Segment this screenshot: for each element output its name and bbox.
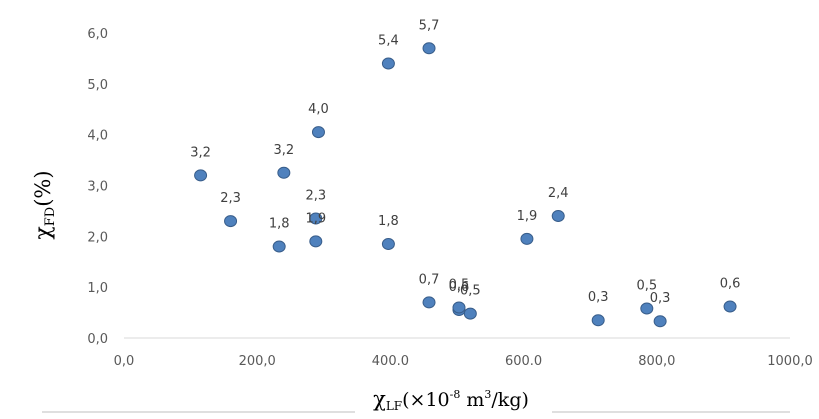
data-point xyxy=(224,215,238,228)
y-tick-label: 2,0 xyxy=(87,230,108,245)
data-label: 0,5 xyxy=(636,279,657,294)
data-label: 3,2 xyxy=(190,145,211,160)
x-axis-unit-main: m xyxy=(460,389,484,411)
x-tick-label: 0,0 xyxy=(114,354,135,369)
data-point xyxy=(194,169,208,182)
data-labels: 3,22,31,83,22,31,94,01,85,45,70,70,60,50… xyxy=(190,18,740,306)
data-points xyxy=(194,42,737,328)
x-tick-labels: 0,0 200,0 400.0 600.0 800,0 1000,0 xyxy=(114,354,813,369)
data-label: 5,4 xyxy=(378,34,399,49)
data-label: 0,5 xyxy=(449,278,470,293)
y-axis-suffix: (%) xyxy=(31,170,55,206)
x-tick-label: 400.0 xyxy=(372,354,409,369)
data-point xyxy=(422,296,436,309)
x-axis-title: χLF(×10-8 m3/kg) xyxy=(373,387,529,413)
data-point xyxy=(551,210,565,222)
data-point xyxy=(640,302,654,315)
data-point xyxy=(309,212,323,225)
data-label: 3,2 xyxy=(273,143,294,158)
y-axis-symbol: χ xyxy=(31,226,56,239)
data-label: 0,5 xyxy=(460,284,481,299)
x-axis-subscript: LF xyxy=(386,399,402,413)
y-tick-label: 1,0 xyxy=(87,281,108,296)
data-point xyxy=(272,240,286,253)
data-label: 1,8 xyxy=(378,214,399,229)
data-label: 0,6 xyxy=(449,280,470,295)
y-axis-title: χFD(%) xyxy=(31,170,58,239)
x-tick-label: 800,0 xyxy=(638,354,675,369)
data-label: 2,3 xyxy=(220,191,241,206)
data-label: 0,7 xyxy=(419,272,440,287)
y-tick-label: 6,0 xyxy=(87,27,108,42)
x-axis-prefix: (×10 xyxy=(402,389,450,411)
y-tick-label: 4,0 xyxy=(87,129,108,144)
data-point xyxy=(452,301,466,314)
data-point xyxy=(277,166,291,179)
data-label: 4,0 xyxy=(308,102,329,117)
data-label: 1,8 xyxy=(269,217,290,232)
data-point xyxy=(653,315,667,328)
x-axis-exponent: -8 xyxy=(450,388,461,401)
data-point xyxy=(723,300,737,313)
data-point xyxy=(381,57,395,70)
data-label: 1,9 xyxy=(305,211,326,226)
y-axis-subscript: FD xyxy=(43,207,58,226)
data-point xyxy=(311,126,325,139)
data-label: 2,3 xyxy=(305,189,326,204)
data-point xyxy=(309,235,323,248)
data-label: 0,6 xyxy=(720,276,741,291)
y-tick-label: 3,0 xyxy=(87,180,108,195)
data-label: 1,9 xyxy=(517,209,538,224)
data-label: 2,4 xyxy=(548,186,569,201)
data-point xyxy=(422,42,436,55)
data-point xyxy=(381,237,395,250)
data-label: 0,3 xyxy=(588,290,609,305)
y-tick-label: 5,0 xyxy=(87,78,108,93)
x-tick-label: 600.0 xyxy=(505,354,542,369)
y-tick-labels: 0,0 1,0 2,0 3,0 4,0 5,0 6,0 xyxy=(87,27,108,347)
data-label: 0,3 xyxy=(650,291,671,306)
data-point xyxy=(591,314,605,327)
x-tick-label: 200,0 xyxy=(239,354,276,369)
data-point xyxy=(520,232,534,245)
y-tick-label: 0,0 xyxy=(87,332,108,347)
data-label: 5,7 xyxy=(419,18,440,33)
x-axis-suffix: /kg) xyxy=(491,389,529,411)
data-point xyxy=(463,307,477,320)
x-axis-symbol: χ xyxy=(373,387,386,411)
x-tick-label: 1000,0 xyxy=(767,354,813,369)
x-axis-unit-exponent: 3 xyxy=(484,388,491,401)
